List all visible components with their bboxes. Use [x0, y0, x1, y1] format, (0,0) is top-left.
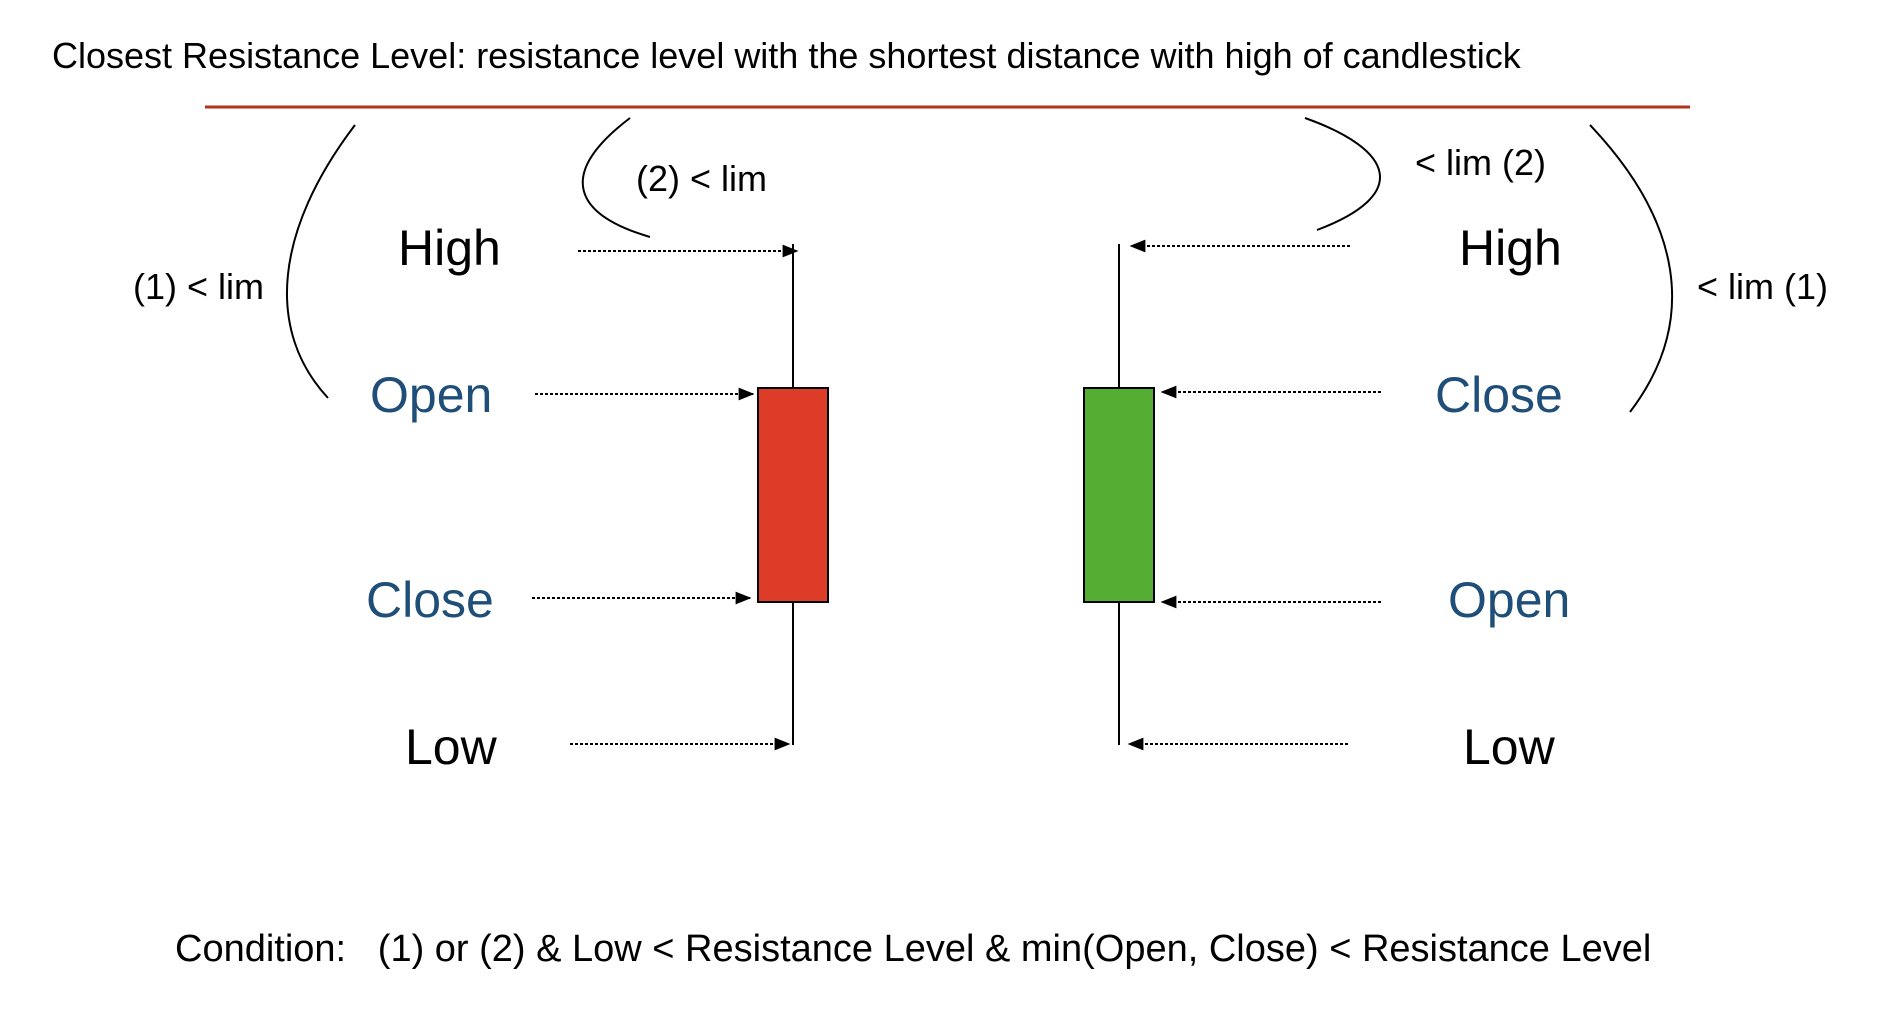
- right-close-label: Close: [1435, 367, 1563, 423]
- right-lim1-label: < lim (1): [1697, 266, 1828, 307]
- bullish-candle-body: [1083, 387, 1155, 603]
- right-lim1-bracket: [1589, 124, 1674, 413]
- right-lim2-bracket: [1304, 117, 1381, 231]
- right-low-label: Low: [1463, 719, 1556, 775]
- left-lim2-bracket: [582, 117, 651, 238]
- condition-text: Condition: (1) or (2) & Low < Resistance…: [175, 928, 1651, 970]
- left-high-label: High: [398, 220, 501, 276]
- left-lim2-label: (2) < lim: [636, 158, 767, 199]
- right-lim2-label: < lim (2): [1415, 142, 1546, 183]
- bearish-candle-body: [757, 387, 829, 603]
- left-low-label: Low: [405, 719, 498, 775]
- left-close-label: Close: [366, 572, 494, 628]
- left-open-label: Open: [370, 367, 492, 423]
- right-high-label: High: [1459, 220, 1562, 276]
- diagram-title: Closest Resistance Level: resistance lev…: [52, 35, 1522, 76]
- right-open-label: Open: [1448, 572, 1570, 628]
- left-lim1-label: (1) < lim: [133, 266, 264, 307]
- bearish-candlestick: [757, 244, 829, 745]
- bullish-candlestick: [1083, 244, 1155, 745]
- left-lim1-bracket: [286, 124, 356, 399]
